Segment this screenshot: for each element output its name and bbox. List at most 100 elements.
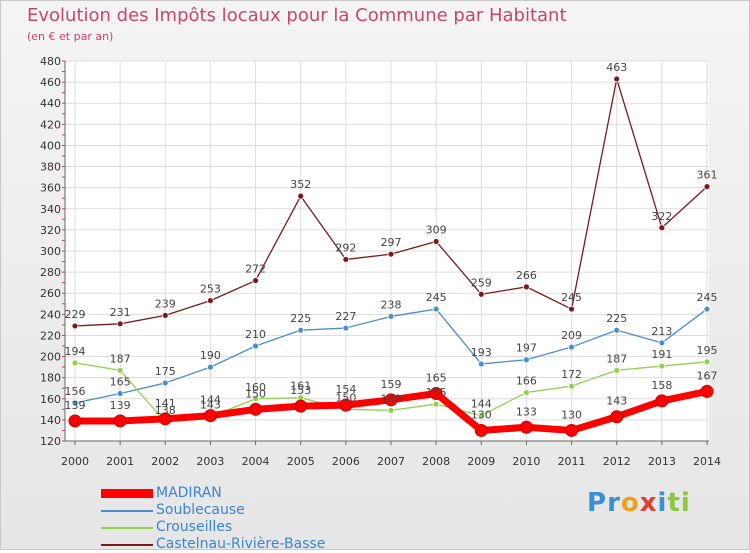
data-label-crouseilles: 187 — [110, 352, 131, 365]
data-point-castelnau-rivi-re-basse — [477, 290, 485, 298]
x-tick-label: 2009 — [467, 455, 495, 468]
y-tick-label: 460 — [40, 76, 61, 89]
data-label-castelnau-rivi-re-basse: 239 — [155, 297, 176, 310]
data-point-soublecause — [297, 326, 305, 334]
data-label-madiran: 150 — [245, 387, 266, 400]
legend-swatch — [101, 527, 153, 529]
data-label-crouseilles: 149 — [381, 392, 402, 405]
logo-letter: x — [639, 488, 658, 518]
data-point-soublecause — [568, 343, 575, 351]
data-label-castelnau-rivi-re-basse: 361 — [697, 169, 718, 182]
legend-swatch — [101, 510, 153, 512]
data-label-castelnau-rivi-re-basse: 309 — [426, 224, 447, 237]
y-tick-label: 120 — [40, 435, 61, 448]
series-lines — [68, 75, 714, 437]
data-point-castelnau-rivi-re-basse — [703, 183, 711, 191]
logo-letter: i — [680, 488, 691, 518]
y-tick-label: 340 — [40, 203, 61, 216]
data-point-crouseilles — [477, 412, 485, 420]
data-label-madiran: 154 — [335, 383, 356, 396]
y-tick-label: 240 — [40, 308, 61, 321]
data-label-soublecause: 245 — [426, 291, 447, 304]
data-point-castelnau-rivi-re-basse — [568, 305, 575, 313]
data-label-castelnau-rivi-re-basse: 322 — [651, 210, 672, 223]
data-point-soublecause — [161, 379, 169, 387]
data-label-madiran: 159 — [381, 378, 402, 391]
chart-subtitle: (en € et par an) — [27, 30, 114, 43]
data-point-madiran — [565, 423, 579, 437]
data-label-crouseilles: 144 — [471, 398, 492, 411]
data-label-madiran: 153 — [290, 384, 311, 397]
logo-letter: i — [657, 488, 668, 518]
grid-lines — [65, 60, 709, 442]
data-label-crouseilles: 191 — [651, 348, 672, 361]
data-point-castelnau-rivi-re-basse — [342, 256, 350, 263]
data-point-soublecause — [71, 399, 79, 407]
y-tick-label: 200 — [40, 351, 61, 364]
legend-label: Crouseilles — [156, 519, 233, 535]
data-point-crouseilles — [703, 358, 711, 366]
data-label-soublecause: 238 — [381, 298, 402, 311]
data-label-soublecause: 209 — [561, 329, 582, 342]
y-tick-label: 300 — [40, 245, 61, 258]
legend-label: MADIRAN — [156, 485, 222, 501]
y-tick-label: 140 — [40, 414, 61, 427]
legend-label: Castelnau-Rivière-Basse — [156, 536, 326, 552]
data-point-madiran — [249, 402, 263, 416]
data-point-castelnau-rivi-re-basse — [71, 322, 79, 330]
data-label-crouseilles: 187 — [606, 352, 627, 365]
data-label-crouseilles: 194 — [65, 345, 86, 358]
data-point-madiran — [384, 393, 398, 407]
logo-letter: o — [620, 488, 640, 518]
data-point-soublecause — [477, 360, 485, 368]
y-tick-label: 220 — [40, 329, 61, 342]
data-label-soublecause: 190 — [200, 349, 221, 362]
data-label-soublecause: 175 — [155, 365, 176, 378]
data-label-castelnau-rivi-re-basse: 352 — [290, 178, 311, 191]
data-point-crouseilles — [613, 366, 621, 374]
proxiti-logo: Proxiti — [587, 488, 691, 518]
y-tick-label: 180 — [40, 372, 61, 385]
y-tick-label: 260 — [40, 287, 61, 300]
data-point-castelnau-rivi-re-basse — [161, 311, 169, 319]
data-point-madiran — [203, 409, 217, 423]
y-tick-label: 400 — [40, 139, 61, 152]
y-tick-label: 440 — [40, 97, 61, 110]
axes: 120 140 160 180 200 220 240 260 280 300 320 340 360 3… — [40, 55, 721, 468]
data-point-madiran — [474, 423, 488, 437]
data-point-crouseilles — [252, 395, 259, 403]
data-point-madiran — [519, 420, 533, 434]
data-label-soublecause: 165 — [110, 376, 131, 389]
data-label-madiran: 130 — [471, 408, 492, 421]
x-tick-label: 2003 — [196, 455, 224, 468]
data-point-madiran — [294, 399, 308, 413]
data-label-soublecause: 213 — [651, 325, 672, 338]
data-point-soublecause — [252, 342, 259, 350]
data-label-soublecause: 156 — [65, 385, 86, 398]
x-tick-label: 2012 — [603, 455, 631, 468]
y-tick-label: 420 — [40, 118, 61, 131]
data-point-crouseilles — [71, 359, 79, 367]
x-tick-label: 2014 — [693, 455, 721, 468]
data-label-soublecause: 225 — [290, 312, 311, 325]
data-point-crouseilles — [116, 366, 124, 374]
data-point-soublecause — [658, 339, 666, 347]
logo-letter: r — [607, 488, 621, 518]
data-label-madiran: 167 — [697, 369, 718, 382]
y-tick-label: 160 — [40, 393, 61, 406]
logo-letter: t — [667, 488, 681, 518]
data-point-castelnau-rivi-re-basse — [523, 283, 530, 291]
data-point-crouseilles — [432, 400, 440, 408]
x-tick-label: 2004 — [242, 455, 270, 468]
x-tick-label: 2005 — [287, 455, 315, 468]
data-label-crouseilles: 143 — [200, 399, 221, 412]
data-point-madiran — [113, 414, 127, 428]
data-point-madiran — [68, 414, 82, 428]
data-label-madiran: 143 — [606, 395, 627, 408]
data-label-castelnau-rivi-re-basse: 229 — [65, 308, 86, 321]
data-label-crouseilles: 160 — [245, 381, 266, 394]
data-point-soublecause — [207, 363, 214, 371]
data-label-castelnau-rivi-re-basse: 259 — [471, 276, 492, 289]
data-point-crouseilles — [658, 362, 666, 370]
